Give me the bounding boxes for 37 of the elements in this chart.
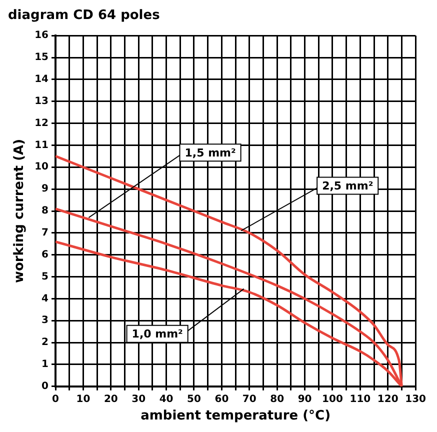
x-tick-label: 20 <box>104 394 118 405</box>
x-tick-label: 70 <box>242 394 256 405</box>
y-tick-label: 12 <box>34 118 49 129</box>
x-tick-label: 100 <box>322 394 343 405</box>
x-tick-label: 0 <box>52 394 60 405</box>
y-tick-label: 9 <box>42 184 49 195</box>
x-tick-label: 60 <box>214 394 229 405</box>
y-tick-label: 2 <box>42 337 49 348</box>
x-tick-label: 80 <box>270 394 284 405</box>
y-tick-label: 15 <box>34 52 49 64</box>
x-tick-label: 90 <box>298 394 312 405</box>
x-tick-label: 110 <box>350 394 371 405</box>
y-tick-label: 11 <box>34 140 49 151</box>
y-axis-title: working current (A) <box>12 138 28 284</box>
x-tick-label: 30 <box>132 394 146 405</box>
annotation: 2,5 mm² <box>322 180 374 193</box>
y-tick-label: 3 <box>42 315 49 326</box>
y-tick-label: 13 <box>34 96 49 107</box>
x-tick-label: 130 <box>405 394 426 405</box>
x-tick-label: 50 <box>187 394 201 405</box>
y-tick-label: 10 <box>34 162 49 173</box>
x-tick-label: 10 <box>76 394 90 405</box>
x-tick-label: 120 <box>377 394 398 405</box>
y-tick-label: 0 <box>42 380 49 392</box>
x-axis-title: ambient temperature (°C) <box>140 408 330 424</box>
x-tick-label: 40 <box>159 394 174 405</box>
y-tick-label: 14 <box>34 74 49 86</box>
y-tick-label: 16 <box>34 30 49 42</box>
y-tick-label: 8 <box>42 206 49 217</box>
y-tick-label: 7 <box>42 228 49 239</box>
y-tick-label: 1 <box>42 359 49 370</box>
annotation: 1,0 mm² <box>132 328 184 341</box>
y-tick-label: 6 <box>42 249 49 260</box>
chart-title: diagram CD 64 poles <box>8 8 160 24</box>
y-tick-label: 4 <box>42 293 49 304</box>
y-tick-label: 5 <box>42 271 49 282</box>
annotation: 1,5 mm² <box>184 146 236 160</box>
